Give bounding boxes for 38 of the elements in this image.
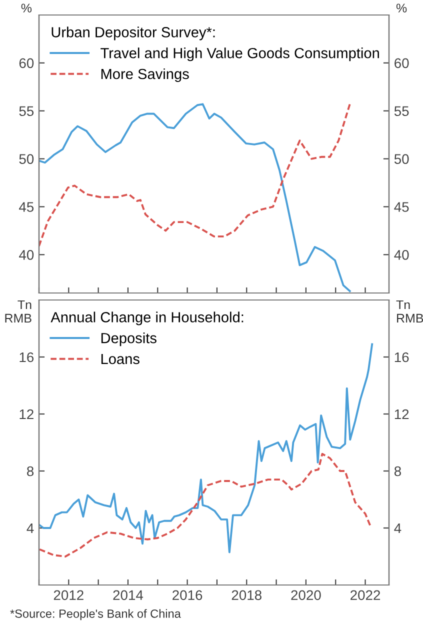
- y-tick-label: 16: [20, 352, 34, 362]
- line-series: [39, 452, 372, 558]
- y-tick-label: 8: [27, 466, 34, 476]
- y2-tick-label: 45: [394, 202, 409, 212]
- x-tick-label: 2020: [291, 590, 321, 600]
- y-tick-label: 40: [19, 250, 34, 260]
- x-tick-label: 2018: [232, 590, 262, 600]
- y-tick-label: 55: [19, 106, 34, 116]
- legend-label: Deposits: [101, 332, 156, 346]
- y2-tick-label: 16: [394, 352, 409, 362]
- y2-axis-title: %: [396, 4, 407, 12]
- y-tick-label: 4: [26, 523, 34, 534]
- text: *Source: People's Bank of China: [10, 609, 181, 620]
- y2-tick-label: 60: [394, 58, 409, 68]
- y2-tick-label: 8: [394, 466, 401, 476]
- line-series: [39, 103, 351, 292]
- y2-tick-label: 50: [394, 154, 409, 164]
- y-tick-label: 50: [19, 154, 34, 164]
- y2-axis-title: Tn RMB: [396, 300, 423, 323]
- x-tick-label: 2014: [113, 590, 144, 600]
- y-axis-title: %: [21, 4, 32, 12]
- y2-tick-label: 40: [394, 250, 409, 260]
- legend-label: More Savings: [101, 68, 189, 82]
- y-axis-title: Tn RMB: [5, 300, 32, 323]
- y-tick-label: 45: [19, 202, 34, 212]
- x-tick-label: 2022: [350, 590, 380, 600]
- x-tick-label: 2016: [172, 590, 202, 600]
- y2-tick-label: 12: [394, 409, 409, 420]
- y-tick-label: 60: [19, 58, 34, 68]
- x-tick-label: 2012: [54, 590, 84, 600]
- y-tick-label: 12: [20, 409, 34, 420]
- legend-label: Loans: [101, 354, 140, 364]
- legend-title: Annual Change in Household:: [50, 312, 244, 326]
- y2-tick-label: 4: [394, 523, 402, 534]
- y2-tick-label: 55: [394, 106, 409, 116]
- line-series: [39, 103, 351, 248]
- legend-label: Travel and High Value Goods Consumption: [100, 48, 379, 62]
- legend-title: Urban Depositor Survey*:: [52, 26, 215, 40]
